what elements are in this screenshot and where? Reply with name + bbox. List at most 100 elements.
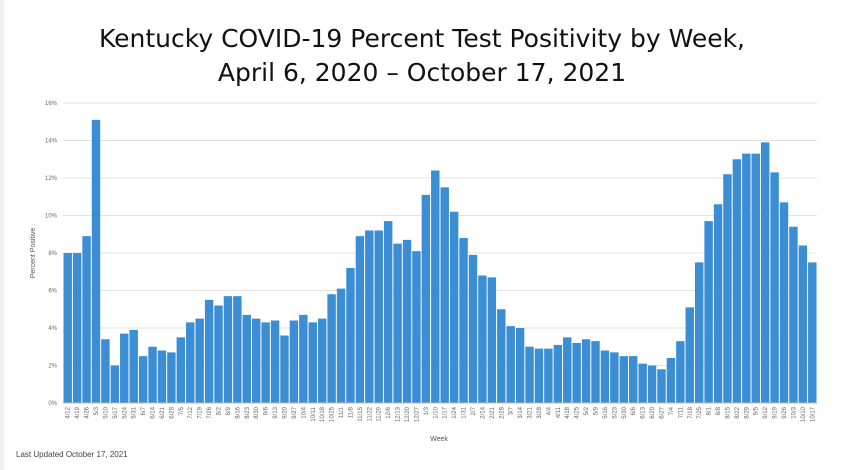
y-tick-label: 16% — [45, 101, 58, 107]
bar — [317, 318, 327, 404]
bar — [676, 341, 685, 404]
bar — [487, 277, 497, 404]
x-tick-label: 6/14 — [151, 406, 157, 418]
bar — [72, 253, 82, 403]
bar — [591, 341, 600, 404]
bar — [610, 352, 619, 404]
bar — [647, 365, 657, 403]
bar — [742, 153, 751, 404]
bar — [572, 343, 581, 403]
x-tick-label: 1/10 — [433, 406, 439, 418]
y-tick-label: 14% — [45, 139, 58, 145]
x-tick-label: 8/29 — [744, 406, 750, 418]
x-tick-label: 1/31 — [462, 406, 468, 418]
bar — [779, 202, 789, 404]
x-tick-label: 8/2 — [217, 406, 223, 415]
bar — [732, 159, 742, 403]
bar — [760, 142, 770, 404]
bar — [270, 320, 280, 403]
bar — [242, 314, 252, 404]
x-tick-label: 7/11 — [678, 406, 684, 418]
bar — [110, 365, 120, 403]
bar — [393, 243, 402, 404]
x-tick-label: 3/21 — [528, 406, 534, 418]
bar — [412, 251, 421, 404]
bar — [129, 329, 138, 404]
bar — [223, 296, 233, 404]
x-tick-label: 11/8 — [348, 406, 354, 418]
x-tick-label: 10/10 — [801, 406, 807, 422]
bar — [770, 172, 779, 404]
bar — [383, 221, 393, 404]
x-tick-label: 4/19 — [75, 406, 81, 418]
bar — [233, 296, 242, 404]
y-tick-label: 2% — [48, 364, 57, 370]
x-tick-label: 9/20 — [282, 406, 288, 418]
x-tick-label: 9/12 — [763, 406, 769, 418]
x-tick-label: 3/28 — [537, 406, 543, 418]
bar — [308, 322, 317, 404]
bar — [91, 119, 101, 404]
x-tick-label: 12/13 — [396, 406, 402, 422]
x-tick-label: 8/23 — [245, 406, 251, 418]
bar — [534, 348, 544, 404]
bar — [336, 288, 346, 404]
bar — [138, 356, 148, 404]
y-tick-label: 8% — [48, 251, 57, 257]
bar — [497, 309, 506, 403]
x-tick-label: 6/20 — [650, 406, 656, 418]
x-tick-label: 7/18 — [688, 406, 694, 418]
bar — [101, 339, 110, 403]
x-tick-label: 9/6 — [264, 406, 270, 415]
x-tick-label: 5/24 — [122, 406, 128, 418]
bar — [63, 253, 72, 403]
bar — [629, 356, 638, 404]
chart-title-line-1: Kentucky COVID-19 Percent Test Positivit… — [98, 24, 746, 53]
x-tick-label: 7/26 — [207, 406, 213, 418]
x-tick-label: 4/25 — [575, 406, 581, 418]
bar — [167, 352, 176, 404]
x-tick-label: 9/27 — [292, 406, 298, 418]
x-tick-label: 9/19 — [773, 406, 779, 418]
bar — [685, 307, 694, 404]
bar — [176, 337, 186, 404]
bar — [581, 339, 591, 403]
bar — [723, 174, 732, 403]
x-tick-label: 10/25 — [330, 406, 336, 422]
bar — [459, 238, 468, 403]
left-edge-shade — [0, 0, 4, 470]
chart-title: Kentucky COVID-19 Percent Test Positivit… — [0, 22, 844, 90]
bar — [506, 326, 515, 404]
bar — [515, 328, 525, 403]
x-tick-label: 11/29 — [377, 406, 383, 421]
x-tick-label: 2/7 — [471, 406, 477, 415]
x-tick-label: 6/28 — [169, 406, 175, 418]
x-tick-label: 8/1 — [707, 406, 713, 415]
y-tick-label: 6% — [48, 289, 57, 295]
bar — [157, 350, 167, 403]
x-tick-label: 12/20 — [405, 406, 411, 422]
x-tick-label: 2/21 — [490, 406, 496, 418]
x-tick-label: 1/17 — [443, 406, 449, 418]
x-axis-label: Week — [430, 436, 448, 443]
bar — [704, 221, 713, 404]
x-tick-label: 7/25 — [697, 406, 703, 418]
bar — [374, 230, 383, 403]
x-tick-label: 1/3 — [424, 406, 430, 415]
x-tick-label: 4/18 — [565, 406, 571, 418]
bar — [148, 346, 157, 403]
bar — [195, 318, 204, 404]
y-tick-label: 12% — [45, 176, 58, 182]
x-tick-label: 8/15 — [725, 406, 731, 418]
bar — [204, 299, 214, 404]
bar — [563, 337, 572, 404]
bar — [666, 358, 676, 403]
x-tick-label: 8/16 — [235, 406, 241, 418]
y-tick-label: 10% — [45, 214, 58, 220]
bar — [261, 322, 270, 404]
y-axis-label: Percent Positive — [30, 228, 37, 279]
x-tick-label: 4/11 — [556, 406, 562, 418]
bar — [346, 268, 355, 403]
x-tick-label: 5/17 — [113, 406, 119, 418]
bar — [120, 333, 129, 404]
